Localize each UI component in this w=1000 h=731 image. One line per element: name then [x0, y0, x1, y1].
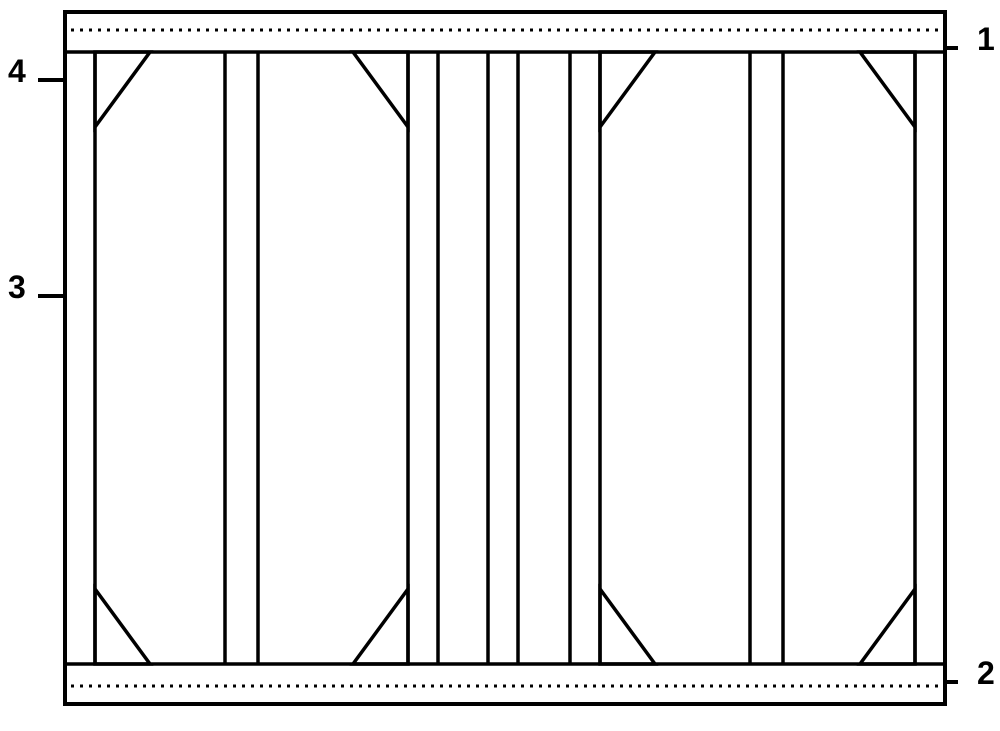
diagram-svg: 1 2 3 4	[0, 0, 1000, 731]
callout-label-1: 1	[977, 21, 995, 57]
callout-label-3: 3	[8, 269, 26, 305]
callout-label-4: 4	[8, 53, 26, 89]
callout-label-2: 2	[977, 655, 995, 691]
diagram-canvas: 1 2 3 4	[0, 0, 1000, 731]
outer-frame	[65, 12, 945, 704]
